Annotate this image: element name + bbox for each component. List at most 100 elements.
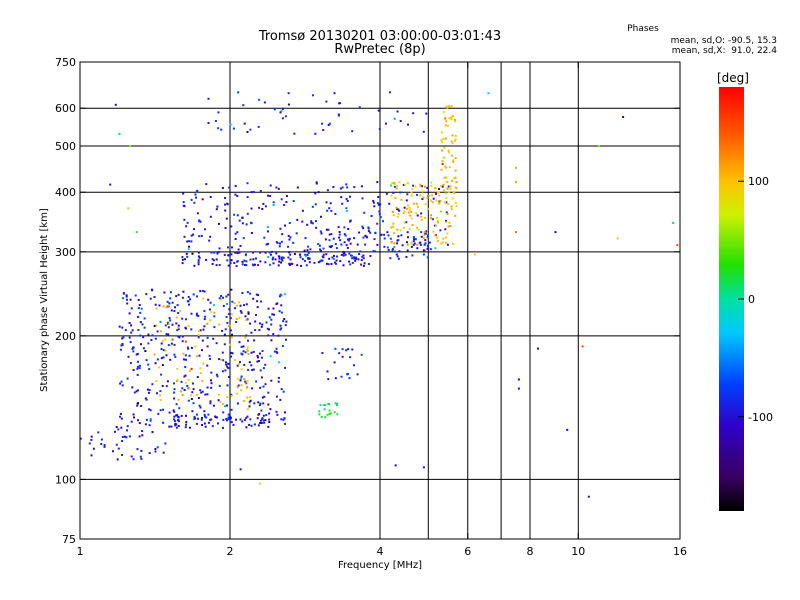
data-point [164, 349, 167, 352]
data-point [88, 442, 91, 445]
data-point [239, 244, 242, 247]
data-point [405, 199, 408, 202]
data-point [427, 208, 430, 211]
data-point [338, 233, 341, 236]
data-point [205, 258, 208, 261]
data-point [453, 119, 456, 121]
data-point [210, 371, 213, 374]
data-point [161, 364, 164, 366]
data-point [163, 291, 166, 294]
data-point [185, 358, 187, 361]
data-point [450, 116, 453, 119]
data-point [209, 357, 211, 360]
data-point [130, 307, 133, 310]
data-point [282, 418, 285, 421]
data-point [334, 402, 337, 405]
data-point [282, 256, 285, 259]
data-point [422, 236, 425, 239]
data-point [138, 435, 141, 438]
data-point [398, 250, 401, 253]
data-point [252, 368, 255, 371]
data-point [397, 213, 400, 215]
data-point [215, 258, 218, 261]
data-point [224, 209, 227, 212]
data-point [396, 255, 399, 258]
data-point [330, 209, 333, 212]
data-point [424, 232, 427, 235]
data-point [184, 366, 187, 368]
data-point [224, 328, 227, 331]
data-point [130, 331, 133, 334]
data-point [213, 315, 216, 318]
data-point [452, 190, 455, 193]
data-point [451, 115, 454, 118]
data-point [253, 402, 256, 405]
data-point [182, 352, 185, 355]
data-point [224, 405, 227, 408]
data-point [229, 324, 232, 327]
data-point [183, 389, 186, 391]
data-point [455, 181, 458, 184]
data-point [177, 425, 180, 427]
data-point [166, 380, 169, 383]
data-point [272, 256, 275, 259]
data-point [392, 222, 395, 225]
data-point [216, 375, 219, 378]
data-point [230, 259, 233, 262]
data-point [307, 257, 310, 260]
data-point [452, 243, 454, 245]
data-point [276, 241, 279, 244]
data-point [396, 110, 399, 113]
data-point [448, 166, 451, 169]
data-point [234, 251, 237, 254]
data-point [285, 201, 288, 203]
data-point [145, 293, 148, 296]
data-point [120, 417, 123, 420]
data-point [318, 413, 321, 416]
data-point [414, 238, 417, 241]
data-point [236, 260, 239, 263]
data-point [126, 298, 128, 301]
data-point [380, 233, 383, 236]
data-point [289, 253, 292, 256]
data-point [229, 317, 232, 320]
data-point [194, 345, 197, 348]
data-point [279, 111, 282, 114]
data-point [406, 207, 408, 210]
data-point [359, 250, 362, 253]
data-point [333, 92, 336, 95]
data-point [281, 345, 284, 347]
data-point [287, 256, 290, 259]
data-point [119, 412, 122, 415]
data-point [191, 391, 194, 394]
data-point [258, 329, 261, 332]
data-point [240, 384, 243, 387]
data-point [217, 399, 220, 402]
data-point [360, 263, 363, 266]
data-point [402, 212, 405, 214]
data-point [449, 188, 452, 191]
data-point [241, 263, 244, 266]
data-point [282, 390, 285, 393]
data-point [360, 353, 363, 356]
data-point [323, 404, 326, 407]
data-point [130, 455, 133, 458]
data-point [140, 449, 143, 452]
data-point [473, 253, 476, 256]
data-point [433, 224, 436, 227]
data-point [259, 369, 262, 372]
data-point [397, 208, 400, 211]
data-point [217, 127, 220, 130]
data-point [554, 231, 557, 234]
data-point [276, 302, 279, 305]
data-point [238, 219, 241, 222]
data-point [234, 232, 237, 235]
data-point [318, 244, 321, 247]
data-point [420, 212, 423, 215]
data-point [246, 212, 249, 215]
data-point [319, 248, 321, 251]
data-point [212, 259, 215, 262]
data-point [430, 185, 433, 187]
data-point [246, 348, 249, 351]
data-point [204, 315, 207, 318]
